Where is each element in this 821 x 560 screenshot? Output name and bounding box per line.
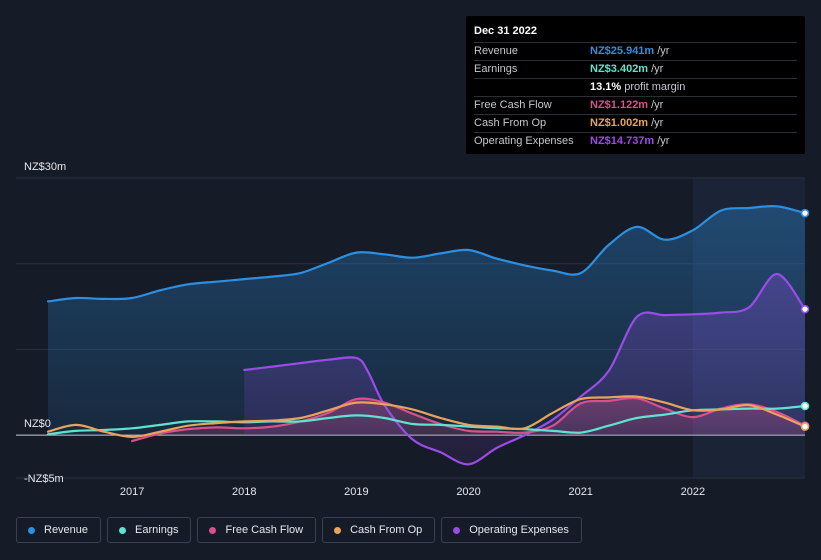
x-tick-label: 2019 [344, 486, 368, 498]
legend-label: Cash From Op [350, 524, 423, 536]
revenue-end-marker[interactable] [800, 208, 810, 218]
tooltip-row-label: Operating Expenses [474, 135, 574, 147]
y-axis-label: NZ$30m [24, 161, 66, 173]
legend-item-revenue[interactable]: Revenue [16, 517, 102, 543]
tooltip-row-value: NZ$25.941m [590, 45, 655, 57]
tooltip-row-value: NZ$14.737m [590, 135, 655, 147]
tooltip-row-unit: profit margin [624, 81, 686, 93]
legend-dot-icon [334, 526, 342, 534]
cash-from-op-end-marker[interactable] [800, 422, 810, 431]
legend-dot-icon [453, 526, 461, 534]
tooltip-row: 13.1% profit margin [474, 78, 797, 96]
tooltip-row: Free Cash Flow NZ$1.122m/yr [474, 96, 797, 114]
legend-item-free-cash-flow[interactable]: Free Cash Flow [197, 517, 317, 543]
tooltip-row-label: Revenue [474, 45, 519, 57]
tooltip-row: Earnings NZ$3.402m/yr [474, 60, 797, 78]
legend-label: Free Cash Flow [225, 524, 304, 536]
tooltip-row-unit: /yr [651, 63, 664, 75]
tooltip-date: Dec 31 2022 [474, 25, 537, 37]
tooltip-row-label [474, 79, 590, 96]
tooltip-row-unit: /yr [657, 135, 670, 147]
x-tick-label: 2020 [456, 486, 480, 498]
legend-item-operating-expenses[interactable]: Operating Expenses [441, 517, 582, 543]
legend-label: Revenue [44, 524, 89, 536]
tooltip-row-label: Cash From Op [474, 117, 547, 129]
tooltip-row-unit: /yr [657, 45, 670, 57]
tooltip-row: Operating Expenses NZ$14.737m/yr [474, 132, 797, 150]
legend-dot-icon [119, 526, 127, 534]
x-tick-label: 2018 [232, 486, 256, 498]
operating-expenses-end-marker[interactable] [800, 304, 810, 314]
series-layer [46, 205, 810, 466]
legend: Revenue Earnings Free Cash Flow Cash From O… [16, 517, 582, 545]
free-cash-flow-line [131, 396, 807, 443]
y-axis-label: -NZ$5m [24, 473, 64, 485]
legend-dot-icon [28, 526, 35, 534]
earnings-line [46, 404, 807, 436]
revenue-line [46, 205, 807, 303]
legend-item-cash-from-op[interactable]: Cash From Op [322, 517, 436, 543]
legend-label: Operating Expenses [469, 524, 569, 536]
cash-from-op-line [46, 395, 807, 438]
tooltip-row-unit: /yr [651, 99, 664, 111]
tooltip-row-unit: /yr [651, 117, 664, 129]
tooltip: Dec 31 2022 Revenue NZ$25.941m/yr Earnings… [466, 16, 805, 154]
earnings-end-marker[interactable] [800, 401, 810, 411]
tooltip-row-value: NZ$1.122m [590, 99, 649, 111]
x-tick-label: 2022 [681, 486, 705, 498]
x-tick-label: 2017 [120, 486, 144, 498]
free-cash-flow-area [132, 398, 806, 442]
tooltip-row-value: NZ$3.402m [590, 63, 649, 75]
tooltip-row-value: NZ$1.002m [590, 117, 649, 129]
operating-expenses-line [243, 272, 807, 466]
legend-label: Earnings [135, 524, 179, 536]
tooltip-row: Cash From Op NZ$1.002m/yr [474, 114, 797, 132]
tooltip-row-label: Free Cash Flow [474, 99, 552, 111]
tooltip-row: Revenue NZ$25.941m/yr [474, 42, 797, 60]
tooltip-row-label: Earnings [474, 63, 518, 75]
legend-dot-icon [209, 526, 217, 534]
y-axis-labels: NZ$30m NZ$0 -NZ$5m [24, 161, 66, 485]
y-axis-label: NZ$0 [24, 418, 51, 430]
x-axis-labels: 2017 2018 2019 2020 2021 2022 [120, 486, 705, 498]
x-tick-label: 2021 [568, 486, 592, 498]
legend-item-earnings[interactable]: Earnings [107, 517, 192, 543]
tooltip-row-value: 13.1% [590, 81, 622, 93]
